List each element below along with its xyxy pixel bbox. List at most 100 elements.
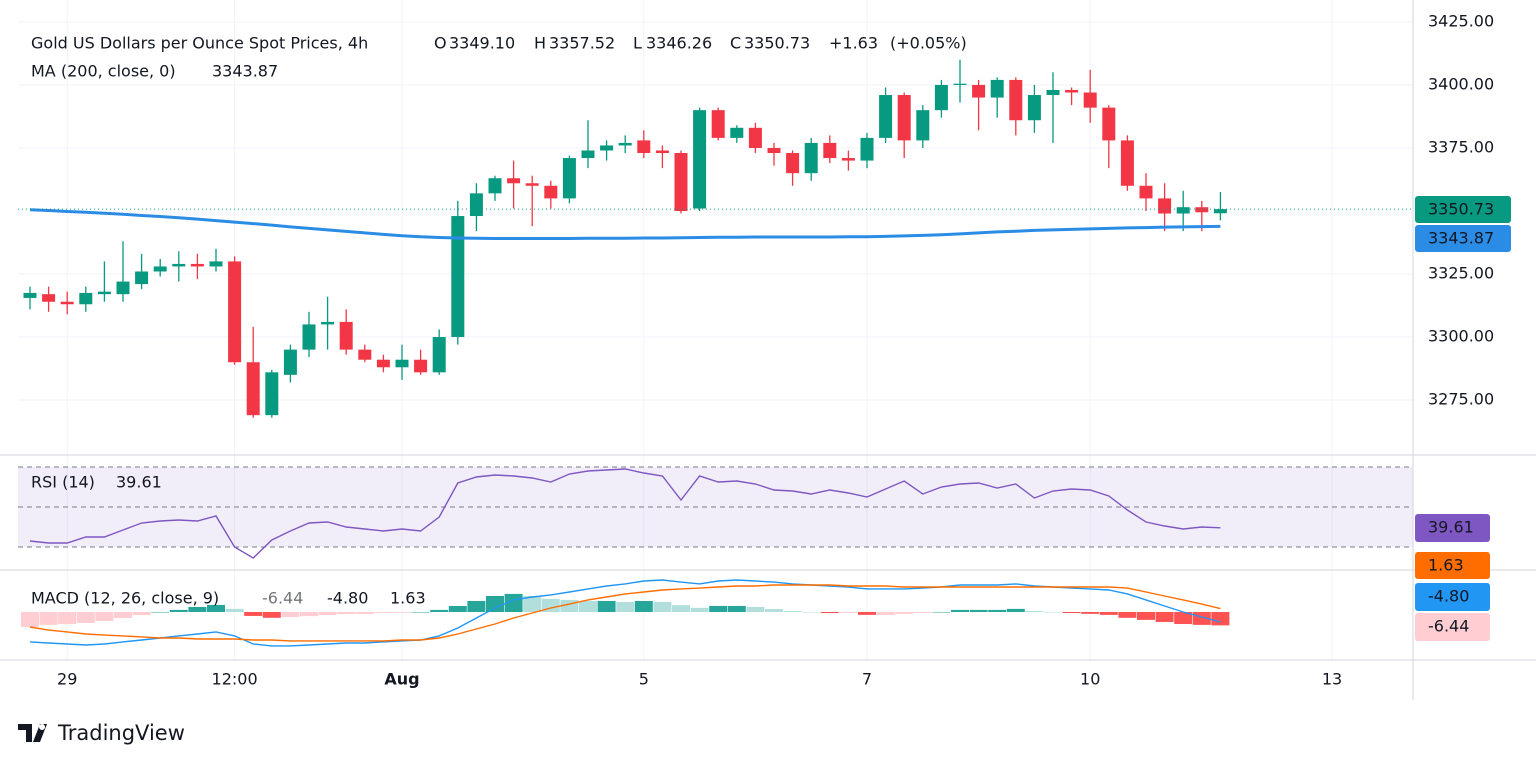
- logo: TradingView: [18, 721, 185, 745]
- histogram-bar: [690, 607, 709, 612]
- histogram-bar: [467, 600, 486, 612]
- histogram-bar: [802, 611, 821, 613]
- histogram-bar: [76, 611, 95, 624]
- x-tick-label: 10: [1080, 670, 1100, 689]
- quote-value: 3350.73: [744, 34, 810, 53]
- candle-body: [637, 140, 651, 154]
- histogram-bar: [411, 611, 430, 613]
- histogram-bar: [988, 609, 1007, 612]
- histogram-bar: [913, 611, 932, 614]
- candle-body: [1083, 92, 1097, 108]
- candle-body: [786, 153, 800, 174]
- candle-body: [934, 84, 948, 111]
- histogram-bar: [337, 611, 356, 615]
- candle-body: [916, 110, 930, 141]
- candle-body: [1046, 89, 1060, 96]
- histogram-bar: [616, 602, 635, 612]
- histogram-bar: [39, 611, 58, 625]
- candle-body: [581, 150, 595, 159]
- candle-body: [730, 127, 744, 138]
- quote-name: O: [434, 34, 447, 53]
- candle-body: [469, 193, 483, 217]
- quote-name: C: [730, 34, 741, 53]
- change-percent: (+0.05%): [890, 34, 967, 53]
- candle-body: [655, 150, 669, 154]
- rsi-box: [1415, 514, 1490, 542]
- candle-body: [23, 292, 37, 298]
- histogram-bar: [951, 609, 969, 612]
- candle-body: [990, 79, 1004, 98]
- grid: [18, 0, 1413, 660]
- candle-body: [1195, 207, 1209, 213]
- candle-body: [953, 83, 967, 85]
- brand: TradingView: [57, 721, 185, 745]
- y-tick-label: 3425.00: [1428, 11, 1494, 30]
- ma-axis-label: 3343.87: [1428, 229, 1494, 248]
- histogram-bar: [374, 611, 393, 614]
- histogram-bar: [486, 595, 504, 612]
- histogram-bar: [1044, 611, 1062, 613]
- ma-value: 3343.87: [212, 62, 278, 81]
- macd-box: [1415, 583, 1490, 611]
- candle-body: [897, 95, 911, 141]
- quote-name: H: [534, 34, 546, 53]
- histogram-bar: [151, 611, 170, 613]
- histogram-bar: [858, 611, 876, 615]
- quote-value: 3349.10: [449, 34, 515, 53]
- candle-body: [414, 359, 428, 373]
- candle-body: [339, 321, 353, 350]
- moving-average: [29, 208, 1221, 240]
- labels: Gold US Dollars per Ounce Spot Prices, 4…: [31, 11, 1511, 689]
- histogram-bar: [1099, 611, 1118, 615]
- signal-axis-label: 1.63: [1428, 556, 1464, 575]
- histogram-bar: [355, 611, 374, 615]
- y-tick-label: 3275.00: [1428, 390, 1494, 409]
- histogram-bar: [727, 605, 746, 612]
- rsi-axis-label: 39.61: [1428, 518, 1474, 537]
- plot: [18, 59, 1413, 647]
- candle-body: [1213, 209, 1227, 214]
- histogram-bar: [1062, 611, 1081, 614]
- x-tick-label: 29: [57, 670, 77, 689]
- histogram-bar: [895, 611, 914, 614]
- candle-body: [228, 261, 242, 363]
- x-tick-label: 12:00: [212, 670, 258, 689]
- y-tick-label: 3300.00: [1428, 327, 1494, 346]
- candle-body: [860, 137, 874, 161]
- candle-body: [358, 349, 372, 360]
- candle-body: [246, 362, 260, 416]
- histogram-bar: [225, 608, 244, 612]
- x-tick-label: 5: [639, 670, 649, 689]
- histogram-bar: [1137, 611, 1155, 620]
- histogram-bar: [653, 602, 672, 612]
- candle-body: [1102, 107, 1116, 141]
- histogram-box: [1415, 613, 1490, 641]
- histogram-bar: [244, 611, 263, 616]
- macd-legend: MACD (12, 26, close, 9): [31, 589, 219, 608]
- histogram-bar: [523, 595, 542, 612]
- rsi-legend: RSI (14): [31, 473, 95, 492]
- candle-body: [432, 337, 446, 373]
- candle-body: [1009, 79, 1023, 121]
- candle-body: [42, 294, 56, 302]
- candle-body: [97, 291, 111, 295]
- quote-value: 3346.26: [646, 34, 712, 53]
- candle-body: [879, 95, 893, 138]
- histogram-bar: [1174, 611, 1193, 625]
- candle-body: [600, 145, 614, 151]
- candle-body: [79, 292, 93, 305]
- candle-body: [711, 110, 725, 138]
- candle-body: [562, 158, 576, 199]
- macd-line: [29, 579, 1221, 647]
- candle-body: [823, 142, 837, 159]
- histogram-bar: [932, 611, 951, 613]
- histogram-bar: [746, 606, 765, 612]
- histogram-bar: [262, 611, 281, 618]
- histogram-bar: [58, 611, 77, 625]
- signal-line: [29, 584, 1221, 642]
- candle-body: [451, 216, 465, 338]
- x-tick-label: 13: [1322, 670, 1342, 689]
- histogram-bar: [281, 611, 300, 617]
